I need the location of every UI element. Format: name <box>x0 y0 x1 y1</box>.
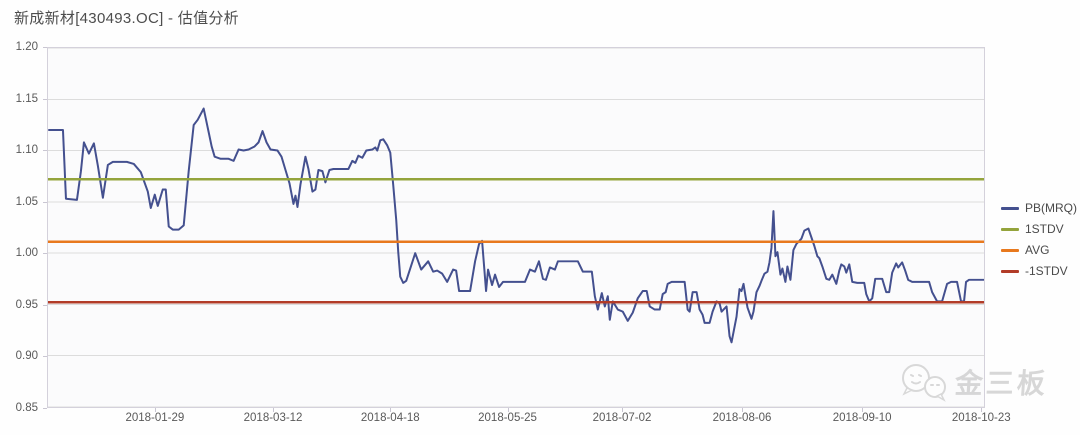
y-tick-mark <box>43 356 47 358</box>
x-tick-mark <box>154 408 156 412</box>
y-tick-label: 1.05 <box>15 195 38 208</box>
legend-line-swatch <box>1001 269 1019 273</box>
legend-line-swatch <box>1001 206 1019 210</box>
legend-item-1stdv: 1STDV <box>1001 222 1077 236</box>
y-tick-mark <box>43 150 47 152</box>
chart-title: 新成新材[430493.OC] - 估值分析 <box>14 10 239 27</box>
y-tick-label: 1.00 <box>15 247 38 260</box>
series-line-pb-mrq <box>48 107 984 344</box>
x-tick-label: 2018-04-18 <box>360 412 420 424</box>
y-tick-label: 1.10 <box>15 144 38 157</box>
x-tick-label: 2018-07-02 <box>592 412 652 424</box>
y-tick-mark <box>43 304 47 306</box>
legend-line-swatch <box>1001 248 1019 252</box>
legend-label: 1STDV <box>1025 222 1064 236</box>
x-tick-mark <box>273 408 275 412</box>
x-tick-mark <box>507 408 509 412</box>
x-tick-mark <box>981 408 983 412</box>
legend-item-avg: AVG <box>1001 243 1077 257</box>
y-tick-mark <box>43 408 47 409</box>
y-tick-label: 1.20 <box>15 41 38 53</box>
legend-label: -1STDV <box>1025 264 1068 278</box>
x-tick-label: 2018-05-25 <box>478 412 537 424</box>
y-tick-label: 0.90 <box>15 350 38 363</box>
watermark: 金三板 <box>897 361 1049 403</box>
x-tick-mark <box>390 408 392 412</box>
y-tick-mark <box>43 201 47 203</box>
legend: PB(MRQ) 1STDV AVG -1STDV <box>1001 201 1077 285</box>
valuation-line-chart <box>48 48 984 407</box>
x-tick-label: 2018-09-10 <box>832 412 892 424</box>
y-tick-mark <box>43 253 47 255</box>
y-tick-label: 0.95 <box>15 298 38 311</box>
x-tick-mark <box>862 408 864 412</box>
legend-label: AVG <box>1025 243 1050 257</box>
legend-label: PB(MRQ) <box>1025 201 1077 215</box>
y-axis: 1.20 1.15 1.10 1.05 1.00 0.95 0.90 0.85 <box>0 41 42 414</box>
plot-area <box>47 47 985 408</box>
y-tick-label: 1.15 <box>15 92 38 105</box>
y-tick-mark <box>43 47 47 48</box>
x-tick-label: 2018-01-29 <box>125 412 185 424</box>
y-tick-mark <box>43 98 47 100</box>
x-tick-mark <box>621 408 623 412</box>
legend-item-pb-mrq-: PB(MRQ) <box>1001 201 1077 215</box>
wechat-bubbles-icon <box>901 364 946 402</box>
x-tick-mark <box>742 408 744 412</box>
x-tick-label: 2018-08-06 <box>712 412 772 424</box>
watermark-text: 金三板 <box>953 368 1049 399</box>
legend-item--1stdv: -1STDV <box>1001 264 1077 278</box>
x-tick-label: 2018-03-12 <box>243 412 303 424</box>
x-tick-label: 2018-10-23 <box>951 412 1011 424</box>
legend-line-swatch <box>1001 227 1019 231</box>
y-tick-label: 0.85 <box>15 402 38 414</box>
